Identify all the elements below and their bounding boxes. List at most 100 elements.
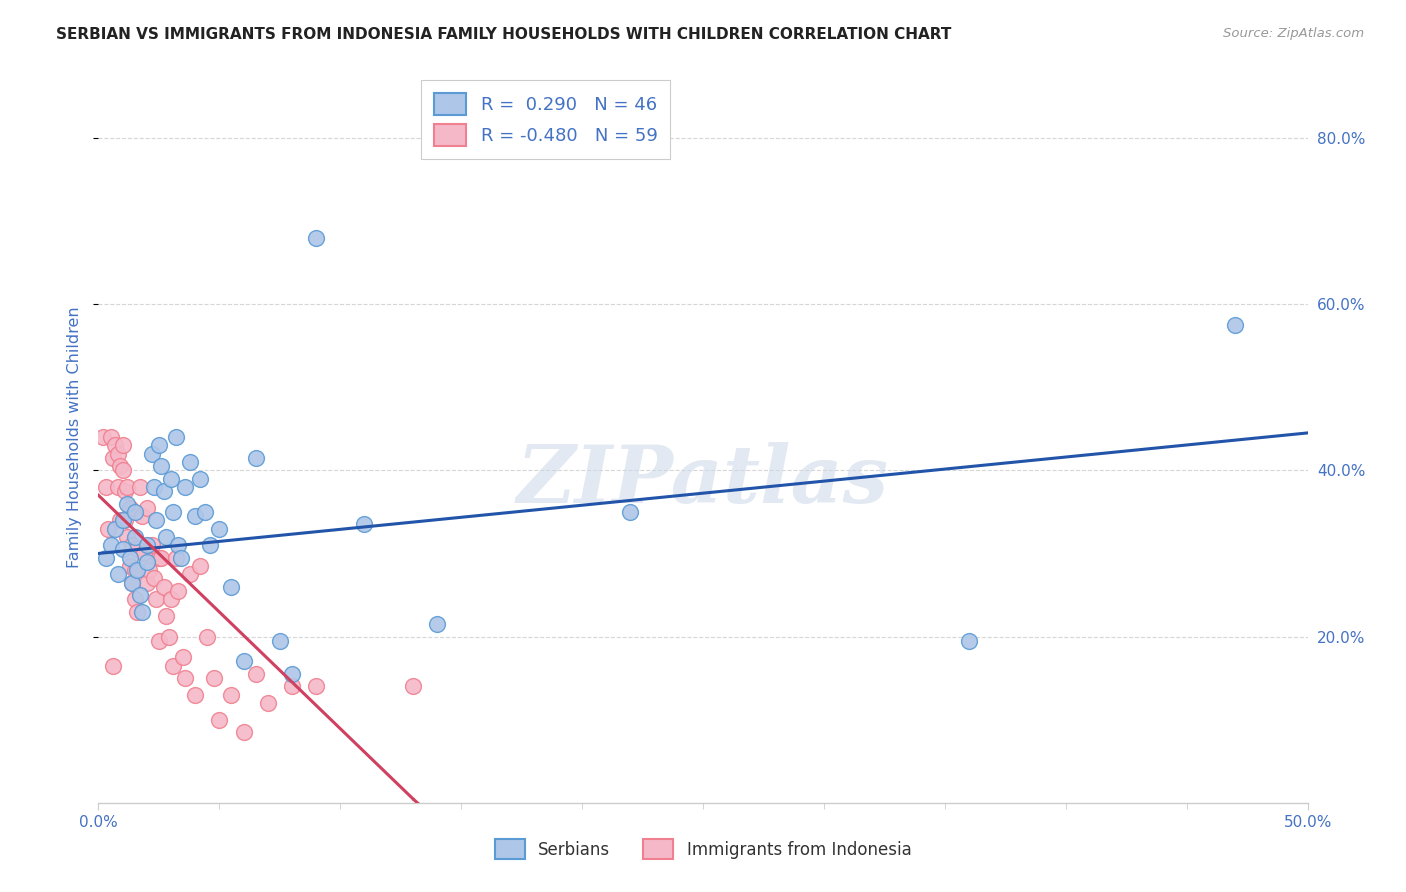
Point — [426, 617, 449, 632]
Point — [117, 480, 139, 494]
Point — [619, 505, 641, 519]
Point — [162, 505, 184, 519]
Point — [152, 580, 174, 594]
Point — [150, 459, 173, 474]
Point — [150, 550, 173, 565]
Point — [1223, 318, 1246, 332]
Point — [167, 583, 190, 598]
Point — [111, 463, 134, 477]
Point — [148, 438, 170, 452]
Point — [160, 592, 183, 607]
Point — [114, 484, 136, 499]
Point — [195, 630, 218, 644]
Point — [232, 725, 254, 739]
Point — [194, 505, 217, 519]
Point — [101, 658, 124, 673]
Point — [124, 505, 146, 519]
Point — [101, 450, 124, 465]
Point — [402, 680, 425, 694]
Point — [145, 592, 167, 607]
Point — [143, 480, 166, 494]
Point — [155, 608, 177, 623]
Point — [127, 563, 149, 577]
Text: Source: ZipAtlas.com: Source: ZipAtlas.com — [1223, 27, 1364, 40]
Point — [245, 667, 267, 681]
Point — [127, 605, 149, 619]
Point — [184, 509, 207, 524]
Point — [143, 571, 166, 585]
Point — [118, 500, 141, 515]
Point — [131, 605, 153, 619]
Point — [256, 696, 278, 710]
Point — [100, 430, 122, 444]
Point — [104, 521, 127, 535]
Point — [145, 513, 167, 527]
Point — [165, 550, 187, 565]
Point — [111, 542, 134, 557]
Point — [124, 592, 146, 607]
Point — [94, 480, 117, 494]
Point — [91, 430, 114, 444]
Point — [128, 480, 150, 494]
Point — [162, 658, 184, 673]
Point — [188, 558, 211, 573]
Point — [135, 500, 157, 515]
Point — [198, 538, 221, 552]
Point — [172, 650, 194, 665]
Point — [221, 688, 243, 702]
Point — [305, 230, 328, 244]
Point — [118, 550, 141, 565]
Point — [141, 447, 163, 461]
Text: ZIPatlas: ZIPatlas — [517, 442, 889, 520]
Point — [107, 447, 129, 461]
Point — [148, 633, 170, 648]
Point — [305, 680, 328, 694]
Point — [165, 430, 187, 444]
Point — [108, 459, 131, 474]
Point — [100, 538, 122, 552]
Point — [124, 563, 146, 577]
Point — [179, 455, 201, 469]
Point — [118, 558, 141, 573]
Point — [117, 530, 139, 544]
Text: SERBIAN VS IMMIGRANTS FROM INDONESIA FAMILY HOUSEHOLDS WITH CHILDREN CORRELATION: SERBIAN VS IMMIGRANTS FROM INDONESIA FAM… — [56, 27, 952, 42]
Point — [957, 633, 980, 648]
Point — [174, 671, 197, 685]
Point — [269, 633, 291, 648]
Point — [104, 438, 127, 452]
Point — [134, 546, 156, 560]
Point — [121, 538, 143, 552]
Point — [135, 555, 157, 569]
Point — [208, 713, 231, 727]
Point — [141, 538, 163, 552]
Point — [188, 472, 211, 486]
Point — [111, 438, 134, 452]
Point — [107, 567, 129, 582]
Point — [179, 567, 201, 582]
Point — [157, 630, 180, 644]
Point — [204, 671, 226, 685]
Point — [114, 513, 136, 527]
Point — [281, 680, 304, 694]
Point — [167, 538, 190, 552]
Point — [135, 538, 157, 552]
Point — [281, 667, 304, 681]
Point — [208, 521, 231, 535]
Point — [124, 530, 146, 544]
Point — [121, 575, 143, 590]
Point — [111, 513, 134, 527]
Y-axis label: Family Households with Children: Family Households with Children — [67, 306, 83, 568]
Point — [160, 472, 183, 486]
Point — [117, 497, 139, 511]
Point — [94, 550, 117, 565]
Legend: Serbians, Immigrants from Indonesia: Serbians, Immigrants from Indonesia — [486, 830, 920, 868]
Point — [245, 450, 267, 465]
Point — [107, 480, 129, 494]
Point — [169, 550, 191, 565]
Point — [135, 575, 157, 590]
Point — [232, 655, 254, 669]
Point — [97, 521, 120, 535]
Point — [108, 513, 131, 527]
Point — [131, 509, 153, 524]
Point — [127, 542, 149, 557]
